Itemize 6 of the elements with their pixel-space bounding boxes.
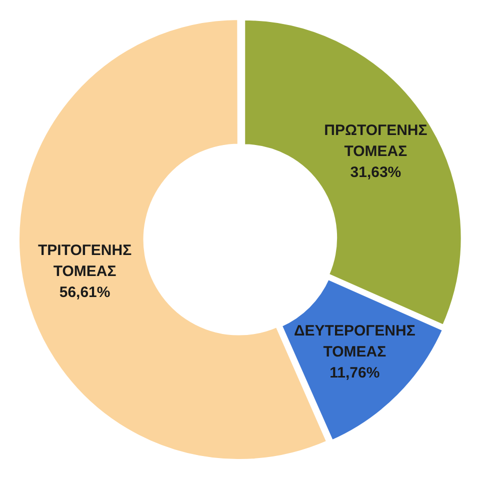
- data-label: 56,61%: [59, 284, 110, 302]
- data-label: 11,76%: [330, 364, 380, 382]
- slice-label: ΤΡΙΤΟΓΕΝΗΣ ΤΟΜΕΑΣ: [38, 242, 132, 280]
- slice-label: ΠΡΩΤΟΓΕΝΗΣ ΤΟΜΕΑΣ: [324, 122, 428, 160]
- data-label: 31,63%: [350, 164, 402, 181]
- slice-label: ΔΕΥΤΕΡΟΓΕΝΗΣ ΤΟΜΕΑΣ: [294, 322, 416, 360]
